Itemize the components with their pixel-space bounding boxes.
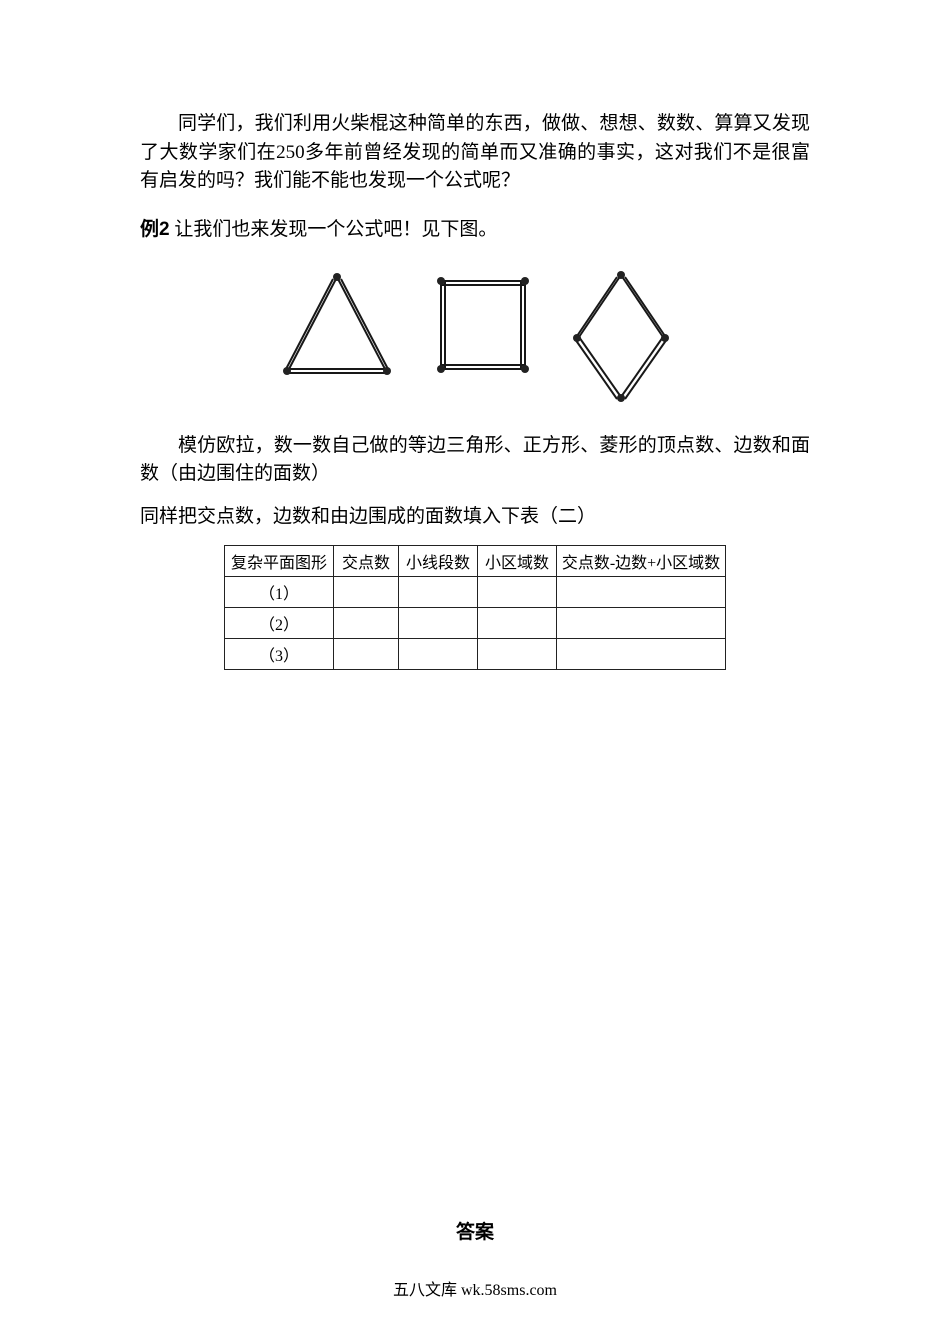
table-row: （2）	[225, 608, 726, 639]
col-2: 小线段数	[399, 546, 478, 577]
data-table: 复杂平面图形 交点数 小线段数 小区域数 交点数-边数+小区域数 （1） （2）	[224, 545, 726, 670]
page: 同学们，我们利用火柴棍这种简单的东西，做做、想想、数数、算算又发现了大数学家们在…	[0, 0, 950, 1344]
rhombus-figure	[569, 269, 674, 404]
table-header: 复杂平面图形 交点数 小线段数 小区域数 交点数-边数+小区域数	[225, 546, 726, 577]
cell	[557, 608, 726, 639]
cell	[478, 639, 557, 670]
col-1: 交点数	[334, 546, 399, 577]
cell	[399, 577, 478, 608]
cell: （2）	[225, 608, 334, 639]
cell	[334, 608, 399, 639]
table-body: （1） （2） （3）	[225, 577, 726, 670]
example-text: 让我们也来发现一个公式吧！见下图。	[170, 219, 498, 240]
triangle-figure	[277, 269, 397, 379]
cell	[399, 608, 478, 639]
paragraph-2: 模仿欧拉，数一数自己做的等边三角形、正方形、菱形的顶点数、边数和面数（由边围住的…	[140, 432, 810, 489]
intro-paragraph: 同学们，我们利用火柴棍这种简单的东西，做做、想想、数数、算算又发现了大数学家们在…	[140, 110, 810, 196]
col-0: 复杂平面图形	[225, 546, 334, 577]
cell	[334, 639, 399, 670]
paragraph-3: 同样把交点数，边数和由边围成的面数填入下表（二）	[140, 503, 810, 532]
page-footer: 五八文库 wk.58sms.com	[0, 1276, 950, 1300]
cell	[557, 577, 726, 608]
cell	[557, 639, 726, 670]
table-wrap: 复杂平面图形 交点数 小线段数 小区域数 交点数-边数+小区域数 （1） （2）	[140, 545, 810, 670]
answers-heading: 答案	[0, 1217, 950, 1244]
cell: （3）	[225, 639, 334, 670]
cell	[478, 577, 557, 608]
cell	[399, 639, 478, 670]
table-row: （1）	[225, 577, 726, 608]
example-line: 例2 让我们也来发现一个公式吧！见下图。	[140, 214, 810, 241]
table-header-row: 复杂平面图形 交点数 小线段数 小区域数 交点数-边数+小区域数	[225, 546, 726, 577]
cell	[334, 577, 399, 608]
figure-row	[140, 269, 810, 404]
example-label: 例2	[140, 219, 170, 240]
col-3: 小区域数	[478, 546, 557, 577]
cell	[478, 608, 557, 639]
table-row: （3）	[225, 639, 726, 670]
square-figure	[423, 269, 543, 379]
col-4: 交点数-边数+小区域数	[557, 546, 726, 577]
cell: （1）	[225, 577, 334, 608]
